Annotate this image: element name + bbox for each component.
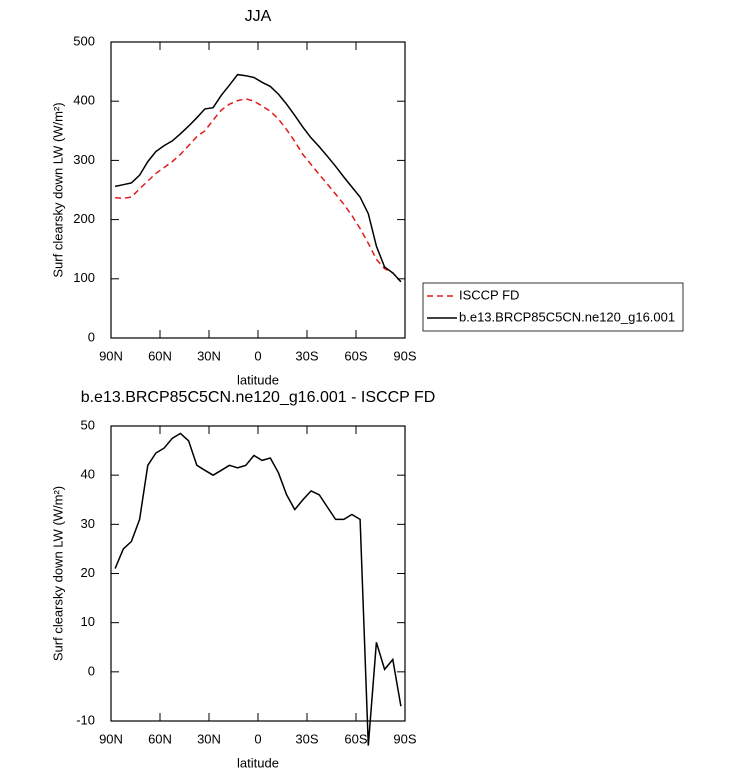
x-tick-label: 90N [99, 731, 123, 746]
x-tick-label: 0 [254, 348, 261, 363]
y-axis-label: Surf clearsky down LW (W/m²) [50, 486, 65, 661]
x-tick-label: 60S [344, 731, 367, 746]
x-tick-label: 30N [197, 731, 221, 746]
x-tick-label: 30S [295, 731, 318, 746]
data-line [114, 432, 402, 746]
plot-frame [110, 41, 406, 339]
x-axis-label: latitude [237, 372, 279, 387]
y-tick-label: 30 [81, 516, 95, 531]
data-line [115, 98, 402, 283]
y-tick-label: 50 [81, 417, 95, 432]
y-tick-label: 500 [73, 33, 95, 48]
legend-label: b.e13.BRCP85C5CN.ne120_g16.001 [459, 309, 675, 324]
legend-box [422, 282, 684, 332]
x-axis-label: latitude [237, 755, 279, 770]
x-tick-label: 0 [254, 731, 261, 746]
x-tick-label: 30N [197, 348, 221, 363]
y-tick-label: 200 [73, 211, 95, 226]
x-tick-label: 60N [148, 348, 172, 363]
y-tick-label: 100 [73, 270, 95, 285]
x-tick-label: 30S [295, 348, 318, 363]
y-tick-label: 400 [73, 93, 95, 108]
x-tick-label: 90S [393, 348, 416, 363]
data-line [114, 73, 402, 283]
y-tick-label: -10 [76, 712, 95, 727]
y-tick-label: 0 [88, 663, 95, 678]
plot-frame [110, 425, 406, 722]
chart-title: JJA [245, 8, 272, 25]
legend-label: ISCCP FD [459, 287, 519, 302]
x-tick-label: 90N [99, 348, 123, 363]
x-tick-label: 90S [393, 731, 416, 746]
y-tick-label: 10 [81, 614, 95, 629]
chart-title: b.e13.BRCP85C5CN.ne120_g16.001 - ISCCP F… [81, 389, 436, 406]
y-tick-label: 20 [81, 565, 95, 580]
y-tick-label: 40 [81, 467, 95, 482]
x-tick-label: 60N [148, 731, 172, 746]
y-axis-label: Surf clearsky down LW (W/m²) [50, 102, 65, 277]
x-tick-label: 60S [344, 348, 367, 363]
y-tick-label: 0 [88, 329, 95, 344]
y-tick-label: 300 [73, 152, 95, 167]
